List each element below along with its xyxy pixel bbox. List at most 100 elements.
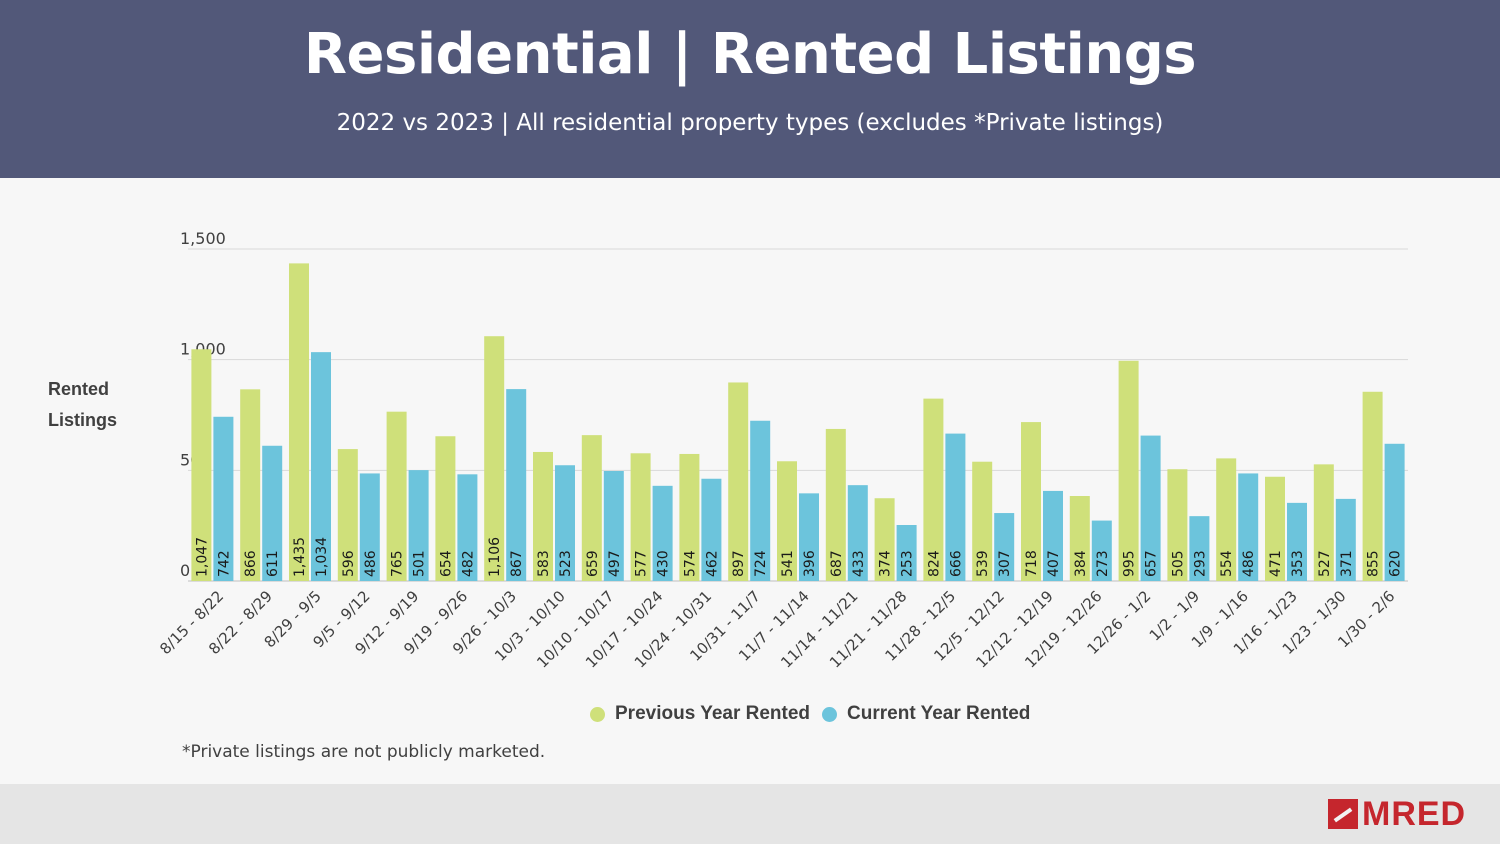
bar-value-label: 687 xyxy=(829,550,845,577)
legend-item-current: Current Year Rented xyxy=(822,703,1030,725)
bar-value-label: 620 xyxy=(1388,550,1404,577)
bar-previous xyxy=(728,382,749,581)
bar-previous xyxy=(240,389,261,581)
bar-current xyxy=(1043,490,1063,581)
y-tick-label: 0 xyxy=(180,561,190,580)
bar-previous xyxy=(1069,496,1090,581)
bar-previous xyxy=(1216,458,1237,581)
bar-current xyxy=(701,478,722,581)
bar-previous xyxy=(972,461,993,581)
bar-value-label: 574 xyxy=(682,550,698,577)
bar-value-label: 596 xyxy=(341,550,357,577)
bar-value-label: 577 xyxy=(634,550,650,577)
footer-bar xyxy=(0,784,1500,844)
bar-previous xyxy=(1265,476,1285,581)
bar-current xyxy=(1238,473,1259,581)
bar-value-label: 273 xyxy=(1095,550,1111,577)
bar-value-label: 742 xyxy=(216,550,232,577)
header-banner: Residential | Rented Listings 2022 vs 20… xyxy=(0,0,1500,178)
bar-value-label: 374 xyxy=(878,550,894,577)
bar-value-label: 293 xyxy=(1192,550,1208,577)
bar-current xyxy=(652,485,673,581)
bar-value-label: 384 xyxy=(1073,550,1089,577)
bar-value-label: 654 xyxy=(438,550,454,577)
bar-value-label: 307 xyxy=(997,550,1013,577)
bar-current xyxy=(750,420,771,581)
bar-value-label: 497 xyxy=(607,550,623,577)
bar-value-label: 471 xyxy=(1268,550,1284,577)
bar-current xyxy=(1287,502,1307,581)
bar-current xyxy=(457,474,478,581)
bar-value-label: 866 xyxy=(243,550,259,577)
bar-value-label: 824 xyxy=(926,550,942,577)
bar-value-label: 501 xyxy=(412,550,428,577)
bar-value-label: 253 xyxy=(900,550,916,577)
bar-value-label: 1,106 xyxy=(487,537,503,577)
bar-previous xyxy=(777,461,797,581)
bar-value-label: 583 xyxy=(536,550,552,577)
bar-previous xyxy=(191,349,212,581)
bar-value-label: 396 xyxy=(802,550,818,577)
legend-swatch-current xyxy=(822,706,838,722)
bar-current xyxy=(506,389,527,581)
bar-value-label: 486 xyxy=(1241,550,1257,577)
bar-value-label: 659 xyxy=(585,550,601,577)
bar-current xyxy=(1384,443,1405,581)
bar-previous xyxy=(533,451,553,581)
bar-value-label: 527 xyxy=(1317,550,1333,577)
y-axis-label: Rented Listings xyxy=(48,379,118,430)
bar-previous xyxy=(679,453,700,581)
mred-logo: MRED xyxy=(1328,797,1466,831)
bar-current xyxy=(555,465,575,581)
bar-value-label: 371 xyxy=(1339,550,1355,577)
bar-value-label: 867 xyxy=(509,550,525,577)
bar-previous xyxy=(630,453,651,581)
bar-current xyxy=(896,525,917,581)
bar-previous xyxy=(581,435,602,581)
bar-value-label: 523 xyxy=(558,550,574,577)
bar-value-label: 1,047 xyxy=(194,537,210,577)
bar-value-label: 430 xyxy=(656,550,672,577)
bar-value-label: 1,034 xyxy=(314,537,330,577)
bar-current xyxy=(359,473,380,581)
page-title: Residential | Rented Listings xyxy=(303,22,1197,87)
bar-previous xyxy=(435,436,456,581)
bar-current xyxy=(1140,435,1161,581)
legend-swatch-previous xyxy=(590,706,605,722)
bar-value-label: 897 xyxy=(731,550,747,577)
bar-value-label: 353 xyxy=(1290,550,1306,577)
bar-current xyxy=(945,433,966,581)
bar-previous xyxy=(1021,422,1041,581)
bar-current xyxy=(1091,520,1112,581)
bar-previous xyxy=(825,428,846,581)
bar-value-label: 657 xyxy=(1144,550,1160,577)
bar-previous xyxy=(1362,391,1383,581)
bar-previous xyxy=(1118,360,1139,581)
legend-item-previous: Previous Year Rented xyxy=(590,703,810,725)
bar-previous xyxy=(874,498,895,581)
bar-current xyxy=(799,493,819,581)
bar-current xyxy=(994,513,1015,581)
bar-value-label: 554 xyxy=(1219,550,1235,577)
bar-value-label: 539 xyxy=(975,550,991,577)
bar-current xyxy=(603,470,624,581)
bar-previous xyxy=(289,263,309,581)
bar-previous xyxy=(337,449,358,581)
bar-value-label: 486 xyxy=(363,550,379,577)
bar-value-label: 666 xyxy=(948,550,964,577)
bar-previous xyxy=(1167,469,1188,581)
bar-previous xyxy=(386,411,407,581)
bar-value-label: 611 xyxy=(265,550,281,577)
page-subtitle: 2022 vs 2023 | All residential property … xyxy=(336,110,1164,136)
bar-previous xyxy=(923,398,944,581)
bar-current xyxy=(408,470,429,581)
bar-current xyxy=(213,416,234,581)
bar-value-label: 541 xyxy=(780,550,796,577)
bar-current xyxy=(262,445,283,581)
chart-legend: Previous Year Rented Current Year Rented xyxy=(590,702,1042,726)
bar-value-label: 1,435 xyxy=(292,537,308,577)
legend-label-current: Current Year Rented xyxy=(847,703,1031,724)
bar-value-label: 724 xyxy=(753,550,769,577)
y-tick-label: 1,500 xyxy=(180,229,226,248)
